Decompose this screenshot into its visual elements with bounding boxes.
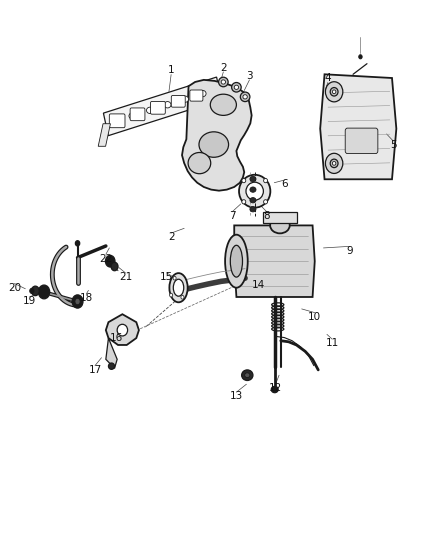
Polygon shape	[320, 74, 396, 179]
Ellipse shape	[109, 363, 115, 369]
Ellipse shape	[188, 152, 211, 174]
Ellipse shape	[170, 273, 187, 302]
Ellipse shape	[230, 245, 243, 277]
Ellipse shape	[117, 324, 127, 336]
Ellipse shape	[173, 279, 184, 296]
Ellipse shape	[359, 55, 362, 59]
Text: 15: 15	[160, 272, 173, 282]
Ellipse shape	[170, 293, 173, 297]
Text: 17: 17	[88, 365, 102, 375]
Ellipse shape	[146, 107, 153, 114]
Ellipse shape	[239, 175, 270, 208]
Text: 18: 18	[80, 293, 93, 303]
Text: 21: 21	[119, 272, 132, 282]
Polygon shape	[106, 338, 117, 368]
Ellipse shape	[245, 373, 250, 377]
Ellipse shape	[75, 241, 80, 246]
Text: 9: 9	[346, 246, 353, 256]
Ellipse shape	[232, 83, 241, 92]
Text: 7: 7	[229, 211, 235, 221]
Ellipse shape	[330, 87, 338, 96]
Ellipse shape	[332, 90, 336, 94]
Polygon shape	[103, 77, 222, 136]
Ellipse shape	[30, 288, 34, 294]
Text: 20: 20	[8, 282, 21, 293]
Text: 13: 13	[230, 391, 243, 401]
Ellipse shape	[111, 262, 118, 271]
Ellipse shape	[221, 80, 226, 84]
Ellipse shape	[243, 95, 247, 99]
Text: 3: 3	[246, 70, 253, 80]
FancyBboxPatch shape	[151, 101, 165, 114]
Text: 14: 14	[251, 280, 265, 290]
Text: 6: 6	[281, 179, 288, 189]
Ellipse shape	[234, 85, 239, 90]
Ellipse shape	[250, 176, 256, 182]
Ellipse shape	[111, 118, 118, 125]
Polygon shape	[234, 225, 315, 297]
Ellipse shape	[242, 200, 246, 204]
Text: 11: 11	[325, 338, 339, 349]
Ellipse shape	[250, 198, 256, 203]
FancyBboxPatch shape	[190, 90, 203, 101]
Ellipse shape	[250, 207, 256, 212]
FancyBboxPatch shape	[110, 114, 125, 128]
Text: 2: 2	[168, 232, 174, 243]
Ellipse shape	[219, 77, 228, 87]
Ellipse shape	[325, 154, 343, 173]
Ellipse shape	[325, 82, 343, 102]
Ellipse shape	[199, 91, 206, 97]
Polygon shape	[106, 314, 139, 345]
Text: 5: 5	[390, 140, 396, 150]
Ellipse shape	[332, 161, 336, 165]
Text: 8: 8	[264, 211, 270, 221]
Polygon shape	[262, 212, 297, 223]
Ellipse shape	[242, 370, 253, 381]
Text: 10: 10	[308, 312, 321, 322]
Ellipse shape	[246, 182, 263, 200]
FancyBboxPatch shape	[345, 128, 378, 154]
Ellipse shape	[182, 96, 188, 102]
Ellipse shape	[39, 285, 49, 299]
Text: 19: 19	[23, 296, 36, 306]
Ellipse shape	[242, 179, 246, 183]
Ellipse shape	[270, 217, 290, 233]
Ellipse shape	[164, 102, 171, 108]
Ellipse shape	[264, 200, 268, 204]
Text: 2: 2	[220, 63, 226, 72]
Text: 1: 1	[168, 66, 174, 75]
Ellipse shape	[210, 94, 237, 115]
Ellipse shape	[173, 276, 176, 280]
Ellipse shape	[181, 295, 184, 299]
Polygon shape	[182, 80, 252, 191]
Ellipse shape	[264, 179, 268, 183]
Ellipse shape	[250, 187, 256, 192]
Text: 12: 12	[269, 383, 282, 393]
Ellipse shape	[32, 286, 39, 296]
Ellipse shape	[72, 295, 83, 308]
Ellipse shape	[106, 255, 115, 267]
Text: 16: 16	[110, 333, 124, 343]
Ellipse shape	[75, 298, 80, 305]
FancyBboxPatch shape	[171, 95, 185, 107]
Ellipse shape	[271, 386, 278, 393]
Polygon shape	[98, 124, 110, 146]
Ellipse shape	[129, 113, 136, 119]
Ellipse shape	[199, 132, 229, 157]
Ellipse shape	[240, 92, 250, 102]
FancyBboxPatch shape	[130, 108, 145, 120]
Text: 4: 4	[325, 73, 331, 83]
Text: 22: 22	[99, 254, 113, 263]
Ellipse shape	[330, 159, 338, 167]
Ellipse shape	[225, 235, 248, 288]
